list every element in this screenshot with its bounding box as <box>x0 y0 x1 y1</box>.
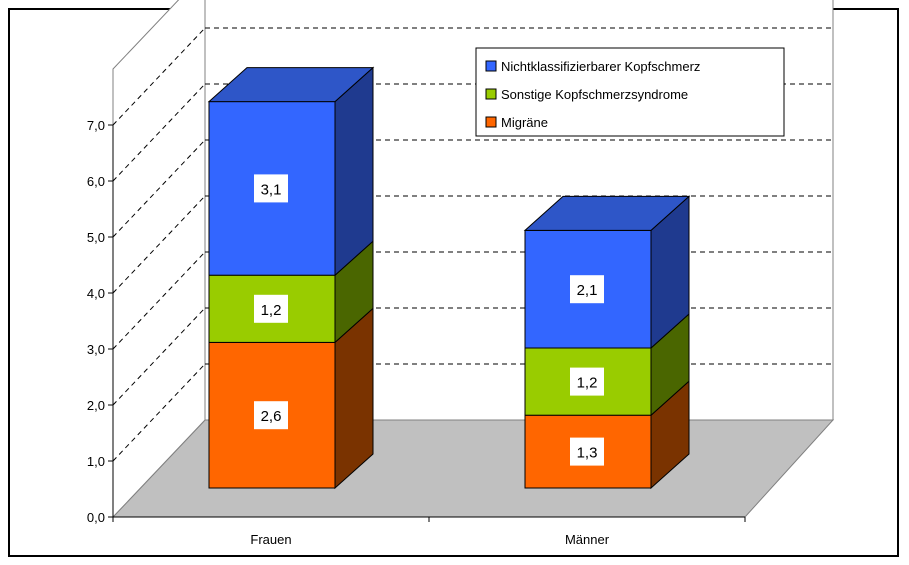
x-category-label: Frauen <box>250 532 291 547</box>
gridline-diagonal <box>112 83 206 182</box>
bar-segment-top <box>523 195 691 231</box>
y-tick-label: 5,0 <box>87 230 105 245</box>
legend-swatch <box>485 88 497 100</box>
bars: 2,6 1,2 3,1 1,3 1,2 2,1 <box>207 66 691 490</box>
legend: Nichtklassifizierbarer Kopfschmerz Sonsti… <box>475 47 785 137</box>
y-tick-label: 7,0 <box>87 118 105 133</box>
y-tick-label: 6,0 <box>87 174 105 189</box>
gridline-diagonal <box>112 27 206 126</box>
data-label: 2,6 <box>261 408 282 425</box>
data-label-box <box>254 174 288 203</box>
data-label: 2,1 <box>577 282 598 299</box>
legend-entry: Migräne <box>501 115 548 130</box>
data-label-box <box>570 367 604 396</box>
legend-swatch <box>485 60 497 72</box>
legend-box <box>475 47 785 137</box>
y-tick-label: 4,0 <box>87 286 105 301</box>
legend-swatch <box>485 116 497 128</box>
gridline-diagonal <box>112 363 206 462</box>
x-axis: Frauen Männer <box>112 516 746 547</box>
data-label-box <box>254 401 288 430</box>
gridline-diagonal <box>112 307 206 406</box>
gridline-diagonal <box>112 139 206 238</box>
data-label-box <box>254 294 288 323</box>
data-label: 1,2 <box>261 302 282 319</box>
bar-segment-top <box>207 67 375 103</box>
data-label: 1,2 <box>577 375 598 392</box>
bar-segment-side <box>334 66 374 277</box>
y-tick-label: 3,0 <box>87 342 105 357</box>
y-tick-label: 2,0 <box>87 398 105 413</box>
data-label: 3,1 <box>261 181 282 198</box>
y-tick-label: 0,0 <box>87 510 105 525</box>
data-label: 1,3 <box>577 445 598 462</box>
legend-entry: Sonstige Kopfschmerzsyndrome <box>501 87 688 102</box>
gridline-diagonal <box>112 195 206 294</box>
y-tick-label: 1,0 <box>87 454 105 469</box>
x-category-label: Männer <box>565 532 610 547</box>
legend-entry: Nichtklassifizierbarer Kopfschmerz <box>501 59 700 74</box>
y-axis: 0,0 1,0 2,0 3,0 4,0 5,0 6,0 7,0 <box>87 118 114 525</box>
data-label-box <box>570 275 604 304</box>
gridline-diagonal <box>112 251 206 350</box>
data-label-box <box>570 437 604 466</box>
